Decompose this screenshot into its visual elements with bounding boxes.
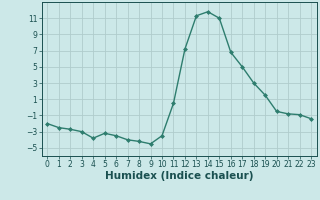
X-axis label: Humidex (Indice chaleur): Humidex (Indice chaleur)	[105, 171, 253, 181]
